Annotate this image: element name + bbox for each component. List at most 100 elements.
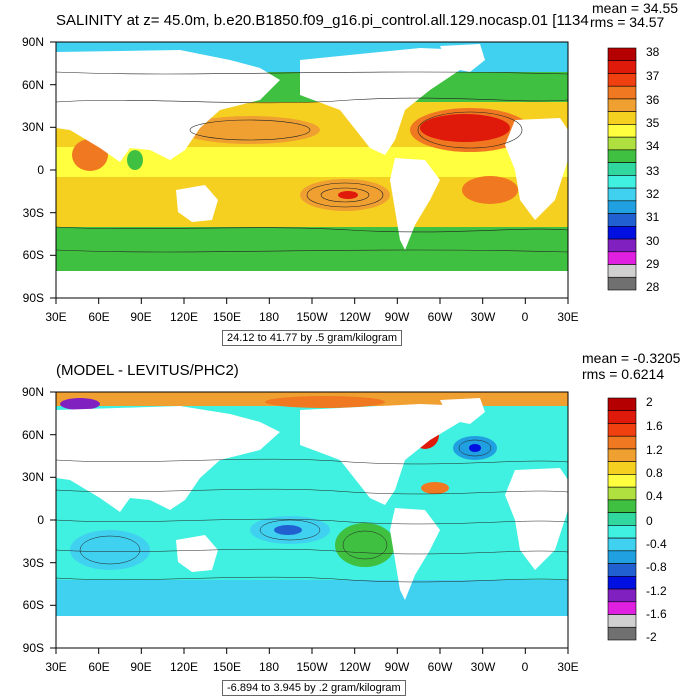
antarctic-band [56,271,568,298]
map-title: (MODEL - LEVITUS/PHC2) [56,362,239,379]
colorbar-swatch [607,149,637,163]
colorbar-swatch [607,187,637,202]
colorbar-swatch [607,47,637,62]
w-pacific-min [274,525,302,535]
colorbar-swatch [607,550,637,564]
lat-label: 60S [22,248,44,262]
colorbar-label: 32 [646,187,660,201]
colorbar-label: -0.4 [646,537,667,551]
lon-label: 0 [521,310,529,324]
colorbar-swatch [607,448,637,462]
colorbar-label: 34 [646,139,660,153]
lon-label: 60W [427,310,453,324]
south-america [390,158,440,250]
colorbar-swatch [607,601,637,615]
lat-label: 30S [22,556,44,570]
lon-label: 120E [169,660,199,674]
greenland [440,44,485,72]
lon-label: 150W [296,310,328,324]
colorbar-swatch [607,435,637,450]
map-title: SALINITY at z= 45.0m, b.e20.B1850.f09_g1… [56,12,589,29]
lon-label: 150E [212,660,242,674]
colorbar-swatch [607,200,637,214]
mediterranean-outflow [421,482,449,494]
southern-ocean-band [56,227,568,271]
n-atlantic-max [420,114,510,142]
colorbar-swatch [607,124,637,138]
lon-ticks [55,298,569,304]
colorbar-label: -2 [646,630,657,644]
colorbar-label: 29 [646,257,660,271]
colorbar-swatch [607,537,637,552]
colorbar-label: 30 [646,234,660,248]
colorbar-label: 28 [646,280,660,294]
colorbar-swatch [607,162,637,176]
colorbar-label: 1.6 [646,419,663,433]
colorbar-label: 35 [646,116,660,130]
mean-label: mean = 34.55 [592,0,679,16]
australia [176,185,218,222]
colorbar-label: 1.2 [646,443,663,457]
colorbar-swatch [607,276,637,291]
lon-label: 30E [557,310,579,324]
bering-positive [265,396,385,408]
contour-range-label: -6.894 to 3.945 by .2 gram/kilogram [222,680,406,696]
salinity-map-panel: SALINITY at z= 45.0m, b.e20.B1850.f09_g1… [22,0,679,346]
lat-label: 90S [22,641,44,655]
colorbar-swatch [607,111,637,125]
lat-label: 0 [37,513,44,527]
salinity-map [50,41,637,304]
lon-label: 180 [258,660,280,674]
colorbar-label: 0.8 [646,466,663,480]
colorbar-label: 38 [646,45,660,59]
colorbar-swatch [607,563,637,577]
colorbar-label: 31 [646,210,660,224]
lon-label: 30W [470,310,496,324]
colorbar-swatch [607,175,637,189]
colorbar-swatch [607,461,637,475]
lat-label: 60N [21,428,44,442]
south-band [56,580,568,616]
colorbar-label: 0.4 [646,489,663,503]
colorbar-swatch [607,238,637,253]
colorbar-swatch [607,213,637,227]
colorbar-swatch [607,626,637,641]
colorbar-swatch [607,98,637,112]
anomaly-map-panel: (MODEL - LEVITUS/PHC2) mean = -0.3205 rm… [0,350,700,700]
lon-label: 180 [258,310,280,324]
colorbar-swatch [607,486,637,501]
lat-label: 30N [21,470,44,484]
lon-label: 90W [384,310,410,324]
land-mask [56,44,568,250]
colorbar-label: -1.2 [646,584,667,598]
africa [505,118,568,220]
indian-ocean-negative [70,530,150,570]
s-pacific-max [338,191,358,199]
lon-label: 120W [339,660,371,674]
land-mask [56,398,568,600]
lat-label: 0 [37,163,44,177]
colorbar-swatch [607,588,637,603]
lon-label: 90E [130,310,152,324]
colorbar-swatch [607,85,637,100]
contours [55,439,569,583]
lon-label: 150E [212,310,242,324]
lon-label: 0 [521,660,529,674]
labrador-min [469,444,481,452]
rms-label: rms = 0.6214 [582,366,665,382]
lon-label: 30E [45,310,67,324]
colorbar-swatch [607,525,637,539]
colorbar-swatch [607,614,637,628]
lon-label: 30W [470,660,496,674]
colorbar-swatch [607,474,637,488]
n-pacific-core [180,116,320,144]
colorbar [607,47,637,291]
anomaly-map [50,391,637,654]
australia [176,535,218,572]
colorbar-label: -0.8 [646,560,667,574]
colorbar-swatch [607,251,637,265]
lat-label: 60S [22,598,44,612]
colorbar-swatch [607,60,637,74]
lat-label: 90N [21,385,44,399]
colorbar [607,397,637,641]
